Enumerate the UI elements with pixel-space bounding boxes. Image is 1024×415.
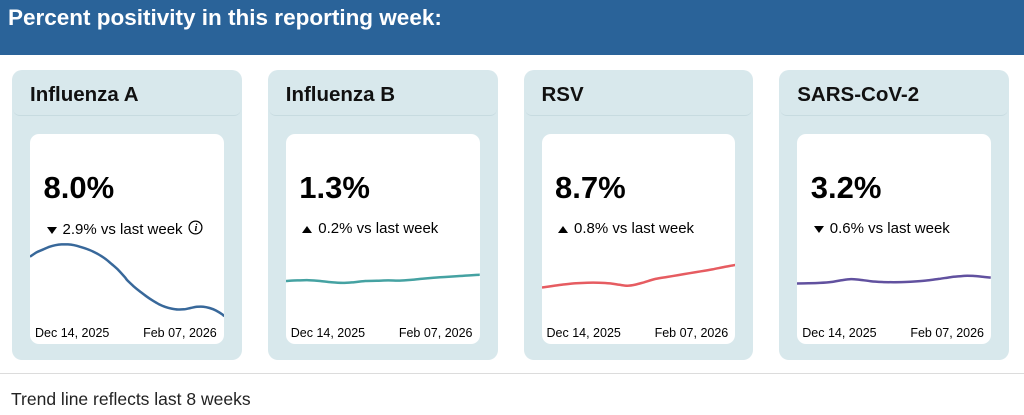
svg-text:i: i <box>194 223 197 234</box>
